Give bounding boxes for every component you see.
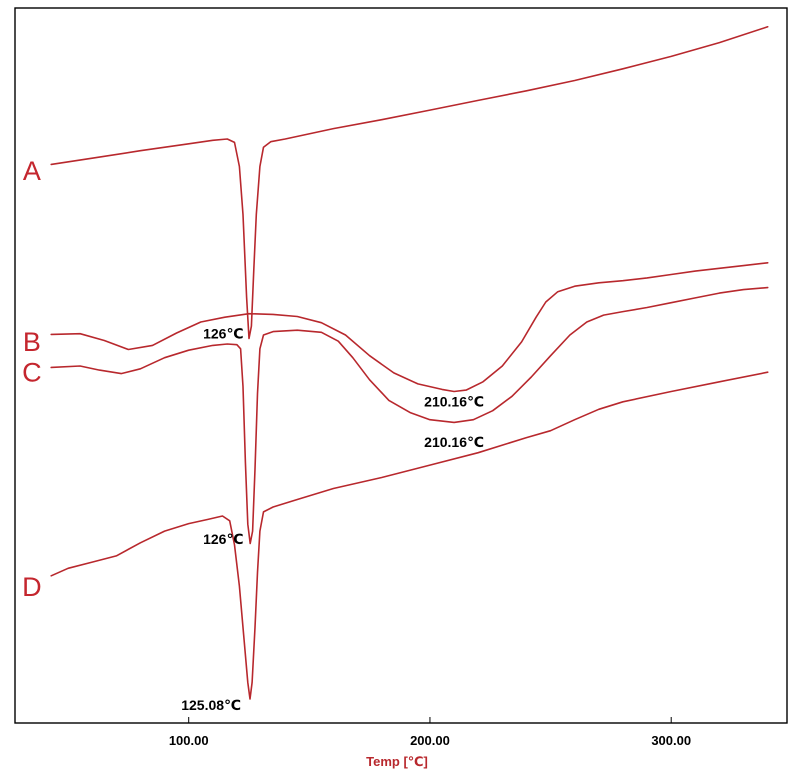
peak-annotation: 210.16℃ [424, 394, 484, 410]
x-tick-label: 300.00 [651, 733, 691, 748]
x-tick-label: 100.00 [169, 733, 209, 748]
series-b-line [50, 262, 769, 393]
curve-label-c: C [22, 358, 42, 388]
x-axis-tick-labels: 100.00 200.00 300.00 [169, 733, 691, 748]
peak-annotation: 125.08℃ [181, 697, 241, 713]
series-curves [50, 26, 769, 700]
peak-annotations: 126℃ 210.16℃ 210.16℃ 126℃ 125.08℃ [181, 325, 484, 713]
plot-frame [14, 7, 788, 724]
x-axis-title: Temp [℃] [366, 754, 428, 769]
series-c-line [50, 286, 769, 545]
curve-label-b: B [23, 327, 41, 357]
peak-annotation: 126℃ [203, 531, 243, 547]
series-d-line [50, 371, 769, 700]
x-axis-ticks [188, 717, 672, 723]
curve-label-a: A [23, 156, 41, 186]
peak-annotation: 210.16℃ [424, 434, 484, 450]
x-tick-label: 200.00 [410, 733, 450, 748]
series-a-line [50, 26, 769, 340]
curve-label-d: D [22, 572, 42, 602]
curve-labels: A BC D [22, 156, 42, 602]
peak-annotation: 126℃ [203, 325, 243, 341]
